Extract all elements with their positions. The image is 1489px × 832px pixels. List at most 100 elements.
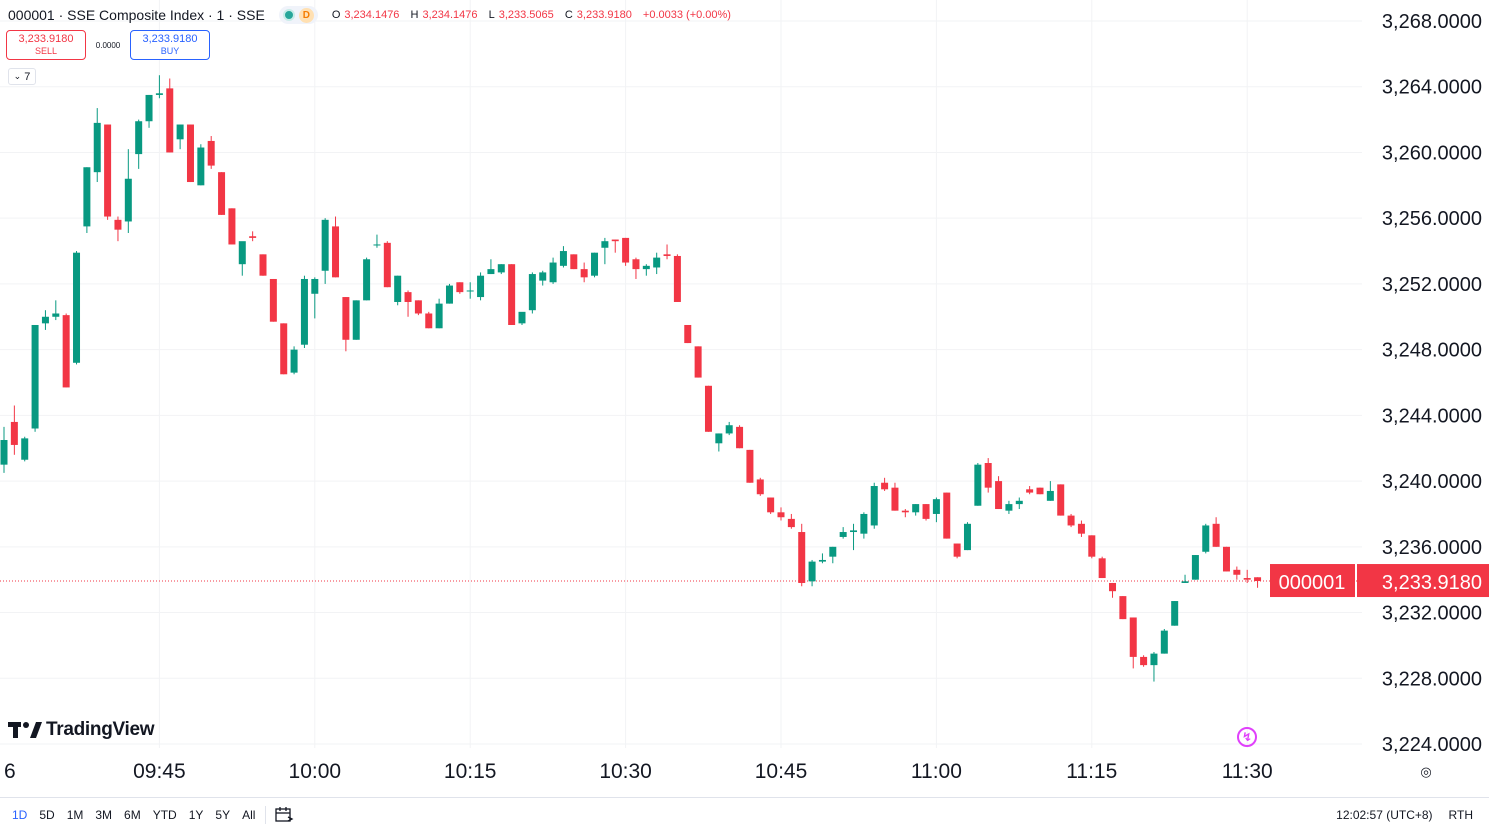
candle[interactable]	[1077, 520, 1085, 537]
candle[interactable]	[342, 297, 350, 352]
candle[interactable]	[829, 546, 837, 564]
range-1m[interactable]: 1M	[66, 807, 84, 822]
candle[interactable]	[228, 208, 236, 245]
candle[interactable]	[218, 172, 226, 215]
candle[interactable]	[487, 259, 495, 275]
candle[interactable]	[704, 385, 712, 432]
candle[interactable]	[1026, 486, 1034, 495]
candle[interactable]	[321, 218, 329, 284]
candle[interactable]	[891, 482, 899, 511]
candle[interactable]	[559, 246, 567, 268]
clock-time[interactable]: 12:02:57 (UTC+8)	[1336, 808, 1433, 822]
candle[interactable]	[83, 167, 91, 233]
indicators-toggle-button[interactable]: ⌄ 7	[8, 68, 36, 85]
candle[interactable]	[0, 426, 8, 473]
flash-icon[interactable]: ↯	[1237, 727, 1257, 747]
candle[interactable]	[269, 278, 277, 322]
candle[interactable]	[332, 216, 340, 278]
candle[interactable]	[601, 237, 609, 265]
candle[interactable]	[1098, 556, 1106, 579]
candle[interactable]	[238, 241, 246, 276]
candle[interactable]	[518, 311, 526, 325]
candle[interactable]	[746, 449, 754, 483]
candle[interactable]	[31, 324, 39, 432]
candle[interactable]	[756, 477, 764, 496]
candle[interactable]	[798, 523, 806, 587]
candle[interactable]	[166, 78, 174, 153]
candle[interactable]	[186, 124, 194, 183]
candle[interactable]	[249, 231, 257, 242]
candle[interactable]	[383, 241, 391, 288]
candle[interactable]	[52, 300, 60, 321]
candle[interactable]	[41, 310, 49, 330]
candle[interactable]	[539, 270, 547, 286]
candle[interactable]	[818, 553, 826, 564]
candle[interactable]	[611, 239, 619, 253]
candle[interactable]	[777, 507, 785, 521]
candle[interactable]	[549, 257, 557, 284]
range-5y[interactable]: 5Y	[215, 807, 231, 822]
candle[interactable]	[1254, 577, 1262, 588]
candle[interactable]	[850, 523, 858, 551]
candle[interactable]	[995, 476, 1003, 510]
candle[interactable]	[145, 94, 153, 128]
candle[interactable]	[1129, 617, 1137, 669]
candle[interactable]	[1171, 601, 1179, 626]
candle[interactable]	[715, 433, 723, 452]
candle[interactable]	[1212, 517, 1220, 547]
range-5d[interactable]: 5D	[39, 807, 55, 822]
candle[interactable]	[580, 262, 588, 283]
candle[interactable]	[1067, 513, 1075, 528]
candle[interactable]	[570, 254, 578, 270]
candle[interactable]	[632, 257, 640, 279]
candle[interactable]	[922, 504, 930, 521]
symbol-title[interactable]: 000001 · SSE Composite Index · 1 · SSE	[8, 7, 265, 23]
market-status[interactable]: D	[278, 6, 318, 24]
candle[interactable]	[1109, 582, 1117, 598]
candle[interactable]	[280, 323, 288, 375]
candle[interactable]	[197, 144, 205, 186]
candle[interactable]	[425, 311, 433, 329]
candle[interactable]	[684, 324, 692, 344]
candle[interactable]	[881, 477, 889, 491]
candle[interactable]	[456, 282, 464, 294]
candle[interactable]	[135, 119, 143, 169]
candle[interactable]	[591, 252, 599, 278]
candle[interactable]	[259, 254, 267, 276]
candle[interactable]	[477, 272, 485, 301]
candle[interactable]	[404, 290, 412, 317]
candle[interactable]	[622, 237, 630, 266]
buy-button[interactable]: 3,233.9180 BUY	[130, 30, 210, 60]
candle[interactable]	[932, 497, 940, 523]
candle[interactable]	[176, 124, 184, 150]
candle[interactable]	[1150, 651, 1158, 682]
candle[interactable]	[953, 543, 961, 559]
candle[interactable]	[1181, 574, 1189, 583]
candle[interactable]	[1088, 535, 1096, 559]
range-1y[interactable]: 1Y	[188, 807, 204, 822]
candle[interactable]	[73, 251, 81, 365]
range-all[interactable]: All	[242, 807, 256, 822]
candle[interactable]	[736, 425, 744, 449]
settings-icon[interactable]: ◎	[1420, 764, 1432, 779]
candle[interactable]	[963, 522, 971, 551]
calendar-range-icon[interactable]	[274, 806, 294, 824]
candle[interactable]	[1222, 546, 1230, 572]
range-3m[interactable]: 3M	[95, 807, 113, 822]
candle[interactable]	[1015, 497, 1023, 510]
candle[interactable]	[870, 482, 878, 529]
candle[interactable]	[725, 421, 733, 436]
candle[interactable]	[1036, 487, 1044, 495]
range-6m[interactable]: 6M	[124, 807, 141, 822]
candle[interactable]	[300, 275, 308, 348]
candle[interactable]	[1202, 523, 1210, 554]
candle[interactable]	[373, 234, 381, 248]
candle[interactable]	[104, 124, 112, 220]
candle[interactable]	[435, 298, 443, 329]
candle[interactable]	[508, 264, 516, 325]
candle[interactable]	[839, 527, 847, 539]
candle[interactable]	[290, 346, 298, 375]
candle[interactable]	[1057, 484, 1065, 516]
session-toggle[interactable]: RTH	[1448, 808, 1473, 822]
candle[interactable]	[1160, 628, 1168, 654]
